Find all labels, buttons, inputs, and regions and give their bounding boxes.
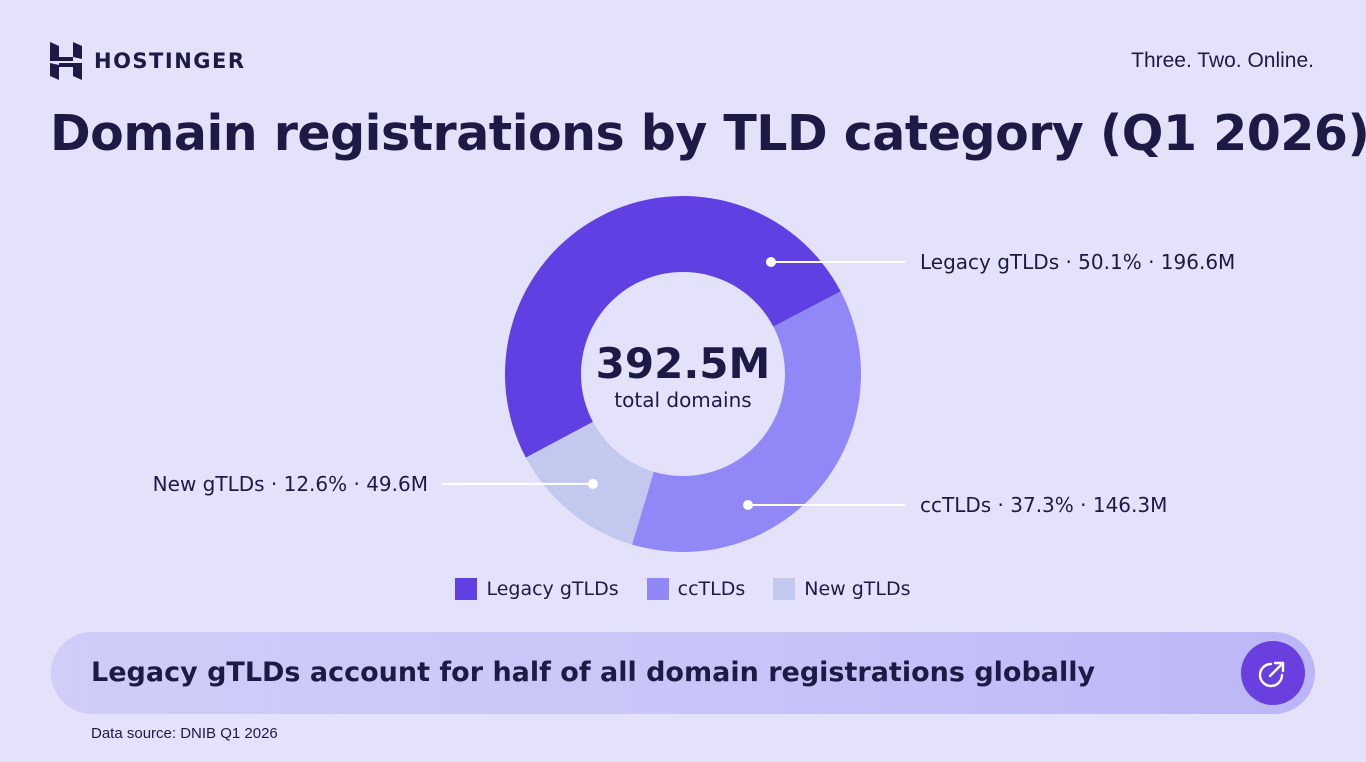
donut-slice-cctlds: [632, 291, 862, 553]
total-value: 392.5M: [596, 339, 771, 388]
total-label: total domains: [614, 388, 751, 412]
external-link-button[interactable]: [1241, 641, 1305, 705]
callout-dot: [766, 257, 776, 267]
legend-swatch: [646, 578, 669, 600]
slice-data-label: New gTLDs · 12.6% · 49.6M: [153, 472, 428, 496]
slice-data-label: ccTLDs · 37.3% · 146.3M: [920, 493, 1167, 517]
legend-item-new-gtlds: New gTLDs: [773, 578, 911, 600]
external-link-icon: [1258, 661, 1285, 688]
brand-name: HOSTINGER: [94, 49, 246, 73]
slice-data-label: Legacy gTLDs · 50.1% · 196.6M: [920, 250, 1235, 274]
tagline: Three. Two. Online.: [1131, 49, 1314, 72]
page-title: Domain registrations by TLD category (Q1…: [50, 105, 1366, 162]
chart-legend: Legacy gTLDs ccTLDs New gTLDs: [0, 578, 1366, 600]
callout-dot: [743, 500, 753, 510]
legend-label: Legacy gTLDs: [486, 578, 619, 600]
data-source: Data source: DNIB Q1 2026: [91, 725, 278, 742]
legend-item-cctlds: ccTLDs: [646, 578, 746, 600]
brand: HOSTINGER: [50, 42, 246, 80]
insight-text: Legacy gTLDs account for half of all dom…: [91, 657, 1096, 688]
legend-label: ccTLDs: [677, 578, 746, 600]
legend-item-legacy-gtlds: Legacy gTLDs: [455, 578, 619, 600]
callout-dot: [588, 478, 599, 489]
legend-swatch: [773, 578, 796, 600]
donut-slice-legacy-gtlds: [504, 195, 841, 458]
legend-swatch: [455, 578, 478, 600]
legend-label: New gTLDs: [804, 578, 911, 600]
hostinger-logo-icon: [50, 42, 82, 80]
insight-banner: Legacy gTLDs account for half of all dom…: [51, 632, 1315, 714]
